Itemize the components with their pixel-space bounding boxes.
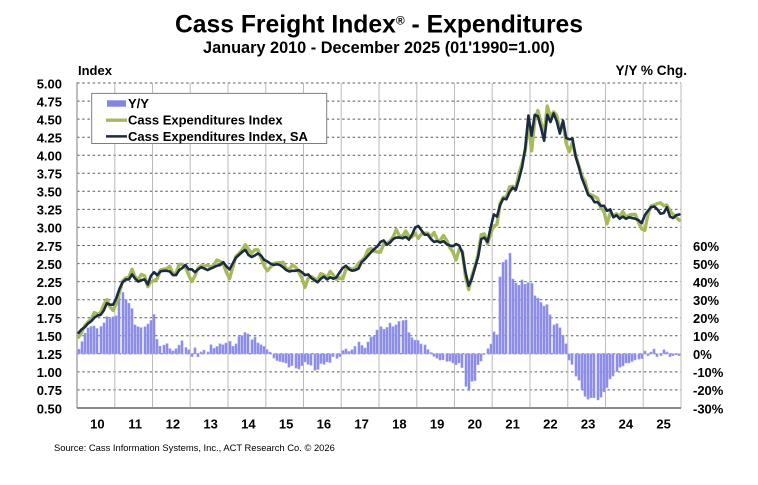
svg-text:0%: 0%: [693, 347, 712, 362]
svg-text:0.50: 0.50: [37, 401, 62, 416]
svg-text:17: 17: [354, 417, 368, 432]
svg-text:Source: Cass Information Syste: Source: Cass Information Systems, Inc., …: [54, 442, 335, 453]
svg-text:Index: Index: [78, 63, 113, 78]
svg-text:16: 16: [317, 417, 331, 432]
svg-text:23: 23: [581, 417, 595, 432]
svg-text:20%: 20%: [693, 311, 719, 326]
svg-text:5.00: 5.00: [37, 76, 62, 91]
svg-text:19: 19: [430, 417, 444, 432]
svg-text:20: 20: [468, 417, 482, 432]
svg-text:10%: 10%: [693, 329, 719, 344]
svg-text:1.00: 1.00: [37, 365, 62, 380]
svg-text:11: 11: [128, 417, 142, 432]
svg-text:1.25: 1.25: [37, 347, 62, 362]
svg-text:24: 24: [619, 417, 634, 432]
svg-text:3.00: 3.00: [37, 221, 62, 236]
svg-text:Cass Freight Index® - Expendit: Cass Freight Index® - Expenditures: [175, 12, 583, 39]
svg-text:4.50: 4.50: [37, 112, 62, 127]
svg-text:22: 22: [543, 417, 557, 432]
svg-text:30%: 30%: [693, 293, 719, 308]
svg-text:10: 10: [90, 417, 104, 432]
svg-text:14: 14: [241, 417, 256, 432]
svg-text:3.75: 3.75: [37, 167, 62, 182]
svg-text:4.75: 4.75: [37, 94, 62, 109]
svg-text:2.00: 2.00: [37, 293, 62, 308]
svg-text:Y/Y: Y/Y: [128, 96, 149, 111]
svg-text:2.25: 2.25: [37, 275, 62, 290]
svg-text:4.00: 4.00: [37, 149, 62, 164]
svg-text:-30%: -30%: [693, 401, 724, 416]
svg-text:13: 13: [203, 417, 217, 432]
svg-text:12: 12: [166, 417, 180, 432]
svg-text:50%: 50%: [693, 257, 719, 272]
svg-text:40%: 40%: [693, 275, 719, 290]
svg-text:4.25: 4.25: [37, 131, 62, 146]
svg-text:1.50: 1.50: [37, 329, 62, 344]
svg-text:January 2010 - December 2025 (: January 2010 - December 2025 (01'1990=1.…: [203, 39, 555, 57]
svg-text:0.75: 0.75: [37, 383, 62, 398]
svg-text:Cass Expenditures Index: Cass Expenditures Index: [128, 113, 283, 128]
svg-text:-20%: -20%: [693, 383, 724, 398]
svg-text:3.25: 3.25: [37, 203, 62, 218]
svg-text:21: 21: [505, 417, 519, 432]
svg-text:3.50: 3.50: [37, 185, 62, 200]
svg-text:Y/Y % Chg.: Y/Y % Chg.: [615, 63, 687, 78]
svg-text:Cass Expenditures Index, SA: Cass Expenditures Index, SA: [128, 129, 309, 144]
svg-text:2.75: 2.75: [37, 239, 62, 254]
svg-text:2.50: 2.50: [37, 257, 62, 272]
svg-text:60%: 60%: [693, 239, 719, 254]
svg-text:15: 15: [279, 417, 293, 432]
svg-text:1.75: 1.75: [37, 311, 62, 326]
svg-text:25: 25: [656, 417, 670, 432]
svg-text:18: 18: [392, 417, 406, 432]
svg-text:-10%: -10%: [693, 365, 724, 380]
